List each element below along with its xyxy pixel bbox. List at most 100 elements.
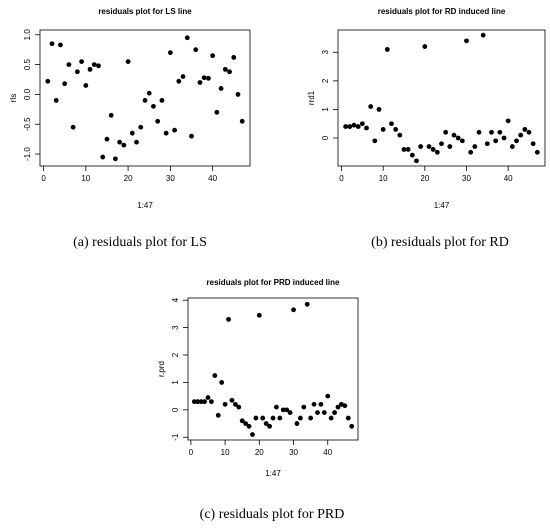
x-tick-label: 0: [41, 174, 46, 183]
point: [274, 404, 279, 410]
point: [212, 373, 218, 378]
point: [191, 399, 197, 405]
point: [291, 307, 296, 313]
point: [205, 395, 211, 400]
point: [209, 399, 214, 405]
y-tick-label: -0.5: [23, 117, 32, 131]
y-tick-label: 0.0: [23, 88, 32, 100]
point: [389, 121, 394, 127]
point: [318, 401, 324, 407]
point: [476, 129, 482, 135]
point: [522, 127, 528, 132]
point: [505, 118, 511, 124]
y-tick-label: 0.5: [23, 58, 32, 70]
point: [198, 399, 204, 405]
point: [349, 423, 355, 429]
point: [253, 415, 259, 421]
point: [304, 301, 310, 307]
y-axis-label: rrd1: [307, 90, 316, 105]
x-tick-label: 20: [420, 174, 429, 183]
y-tick-label: 4: [171, 297, 180, 302]
point: [189, 133, 194, 139]
x-tick-label: 30: [289, 448, 298, 457]
point: [472, 144, 478, 149]
point: [218, 86, 224, 91]
point: [422, 44, 428, 49]
x-axis-label: 1:47: [434, 201, 450, 210]
point: [79, 59, 84, 65]
point: [342, 403, 348, 409]
point: [294, 421, 300, 426]
point: [219, 380, 225, 385]
point: [146, 90, 152, 96]
point: [125, 59, 131, 65]
y-tick-label: 3: [171, 325, 180, 330]
x-tick-label: 10: [221, 448, 230, 457]
y-tick-label: -1: [171, 433, 180, 441]
chart-title: residuals plot for LS line: [98, 7, 192, 16]
point: [397, 132, 403, 138]
point: [155, 118, 161, 124]
point: [347, 124, 353, 129]
x-tick-label: 20: [124, 174, 133, 183]
point: [447, 144, 453, 149]
point: [201, 75, 207, 81]
point: [184, 35, 190, 41]
point: [376, 107, 382, 112]
point: [530, 141, 536, 147]
point: [91, 62, 97, 67]
point: [263, 421, 269, 426]
y-tick-label: 2: [321, 78, 330, 83]
point: [328, 415, 334, 421]
point: [393, 127, 399, 132]
x-tick-label: 20: [255, 448, 264, 457]
point: [117, 139, 123, 145]
point: [372, 138, 378, 144]
point: [197, 80, 203, 85]
x-tick-label: 0: [339, 174, 344, 183]
y-tick-label: 3: [321, 50, 330, 55]
point: [129, 130, 135, 136]
point: [484, 141, 490, 147]
point: [232, 401, 238, 407]
plot-frame: [187, 297, 359, 441]
point: [239, 118, 245, 124]
x-tick-label: 10: [81, 174, 90, 183]
point: [53, 97, 59, 103]
point: [464, 38, 469, 44]
point: [151, 103, 156, 109]
point: [280, 407, 286, 413]
point: [235, 92, 241, 97]
point: [430, 147, 436, 152]
point: [287, 410, 293, 415]
point: [332, 410, 337, 415]
point: [250, 432, 255, 437]
point: [301, 404, 307, 410]
point: [480, 32, 486, 38]
point: [226, 316, 231, 322]
point: [214, 109, 220, 115]
plot-frame: [337, 29, 546, 167]
point: [321, 410, 327, 415]
y-tick-label: 0: [171, 407, 180, 412]
x-axis-label: 1:47: [137, 201, 153, 210]
y-tick-label: 1.0: [23, 29, 32, 41]
x-tick-label: 40: [323, 448, 332, 457]
x-tick-label: 0: [189, 448, 194, 457]
caption: (c) residuals plot for PRD: [200, 507, 345, 522]
y-tick-label: 0: [321, 135, 330, 140]
point: [459, 138, 465, 144]
point: [384, 47, 390, 52]
point: [45, 78, 51, 84]
point: [345, 415, 351, 421]
point: [355, 124, 361, 129]
point: [277, 415, 283, 421]
point: [284, 407, 290, 413]
point: [351, 122, 357, 128]
point: [343, 124, 349, 129]
point: [409, 152, 415, 158]
y-tick-label: 1: [171, 380, 180, 385]
point: [493, 138, 499, 144]
point: [227, 69, 232, 75]
point: [206, 75, 211, 81]
